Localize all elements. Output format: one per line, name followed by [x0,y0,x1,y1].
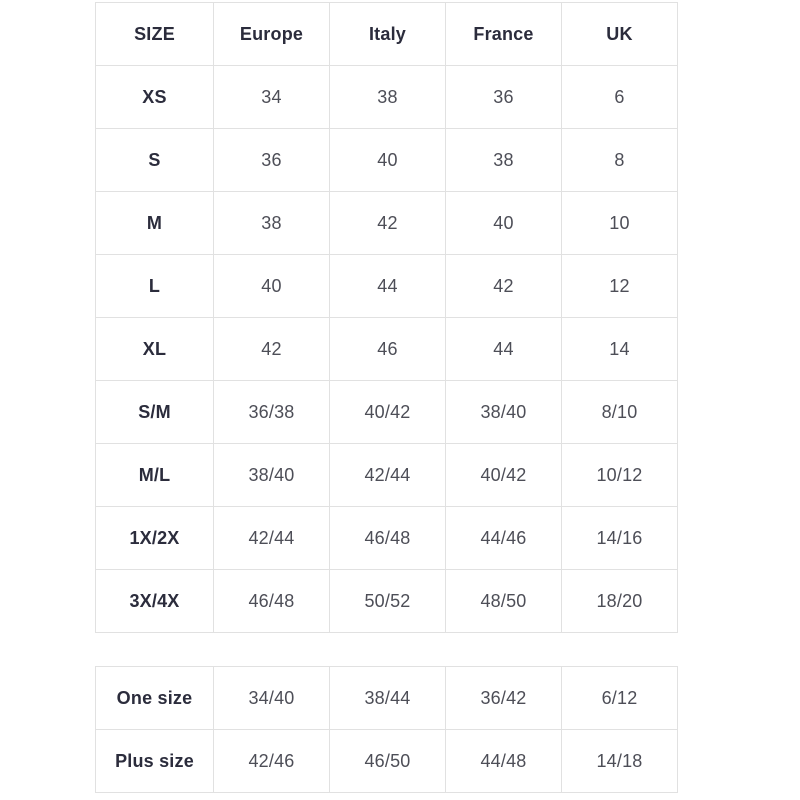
table-row: M 38 42 40 10 [95,191,678,255]
size-cell: 14/18 [561,729,678,793]
row-label: Plus size [95,729,214,793]
header-cell: UK [561,2,678,66]
table-row: XL 42 46 44 14 [95,317,678,381]
size-table-body: XS 34 38 36 6 S 36 40 38 8 M 38 42 40 10 L 40 44 42 12 XL 42 4… [95,65,678,633]
size-cell: 14/16 [561,506,678,570]
row-label: M/L [95,443,214,507]
size-cell: 38 [213,191,330,255]
size-cell: 40 [213,254,330,318]
size-cell: 42 [329,191,446,255]
row-label: 1X/2X [95,506,214,570]
table-row: Plus size 42/46 46/50 44/48 14/18 [95,729,678,793]
table-row: L 40 44 42 12 [95,254,678,318]
size-table-header: SIZE Europe Italy France UK [95,2,678,66]
row-label: One size [95,666,214,730]
size-conversion-table: SIZE Europe Italy France UK XS 34 38 36 6 S 36 40 38… [95,2,678,633]
size-cell: 34/40 [213,666,330,730]
header-cell: SIZE [95,2,214,66]
row-label: XL [95,317,214,381]
size-cell: 42/46 [213,729,330,793]
size-cell: 8/10 [561,380,678,444]
size-cell: 10 [561,191,678,255]
size-cell: 42 [445,254,562,318]
size-cell: 44/48 [445,729,562,793]
table-row: XS 34 38 36 6 [95,65,678,129]
size-cell: 42 [213,317,330,381]
size-cell: 38 [445,128,562,192]
size-cell: 8 [561,128,678,192]
size-cell: 50/52 [329,569,446,633]
table-row: One size 34/40 38/44 36/42 6/12 [95,666,678,730]
size-cell: 6/12 [561,666,678,730]
row-label: L [95,254,214,318]
size-cell: 38/40 [445,380,562,444]
size-cell: 46/48 [329,506,446,570]
table-row: M/L 38/40 42/44 40/42 10/12 [95,443,678,507]
size-cell: 42/44 [213,506,330,570]
size-cell: 44 [329,254,446,318]
size-cell: 18/20 [561,569,678,633]
row-label: XS [95,65,214,129]
size-cell: 44/46 [445,506,562,570]
row-label: 3X/4X [95,569,214,633]
size-cell: 38/44 [329,666,446,730]
size-cell: 48/50 [445,569,562,633]
size-cell: 42/44 [329,443,446,507]
size-cell: 44 [445,317,562,381]
row-label: S [95,128,214,192]
table-row: 3X/4X 46/48 50/52 48/50 18/20 [95,569,678,633]
size-cell: 40 [329,128,446,192]
size-cell: 6 [561,65,678,129]
table-row: S/M 36/38 40/42 38/40 8/10 [95,380,678,444]
size-cell: 40 [445,191,562,255]
size-cell: 46 [329,317,446,381]
size-cell: 46/48 [213,569,330,633]
header-cell: France [445,2,562,66]
size-cell: 36/42 [445,666,562,730]
table-row: 1X/2X 42/44 46/48 44/46 14/16 [95,506,678,570]
size-cell: 34 [213,65,330,129]
size-cell: 36/38 [213,380,330,444]
row-label: M [95,191,214,255]
table-row: S 36 40 38 8 [95,128,678,192]
size-cell: 38/40 [213,443,330,507]
size-cell: 36 [445,65,562,129]
size-cell: 38 [329,65,446,129]
size-cell: 14 [561,317,678,381]
special-size-table: One size 34/40 38/44 36/42 6/12 Plus size 42/4… [95,666,678,793]
size-cell: 36 [213,128,330,192]
size-cell: 40/42 [445,443,562,507]
table-header-row: SIZE Europe Italy France UK [95,2,678,66]
size-cell: 40/42 [329,380,446,444]
header-cell: Italy [329,2,446,66]
header-cell: Europe [213,2,330,66]
special-size-table-body: One size 34/40 38/44 36/42 6/12 Plus size 42/4… [95,666,678,793]
row-label: S/M [95,380,214,444]
size-cell: 46/50 [329,729,446,793]
size-cell: 10/12 [561,443,678,507]
size-cell: 12 [561,254,678,318]
